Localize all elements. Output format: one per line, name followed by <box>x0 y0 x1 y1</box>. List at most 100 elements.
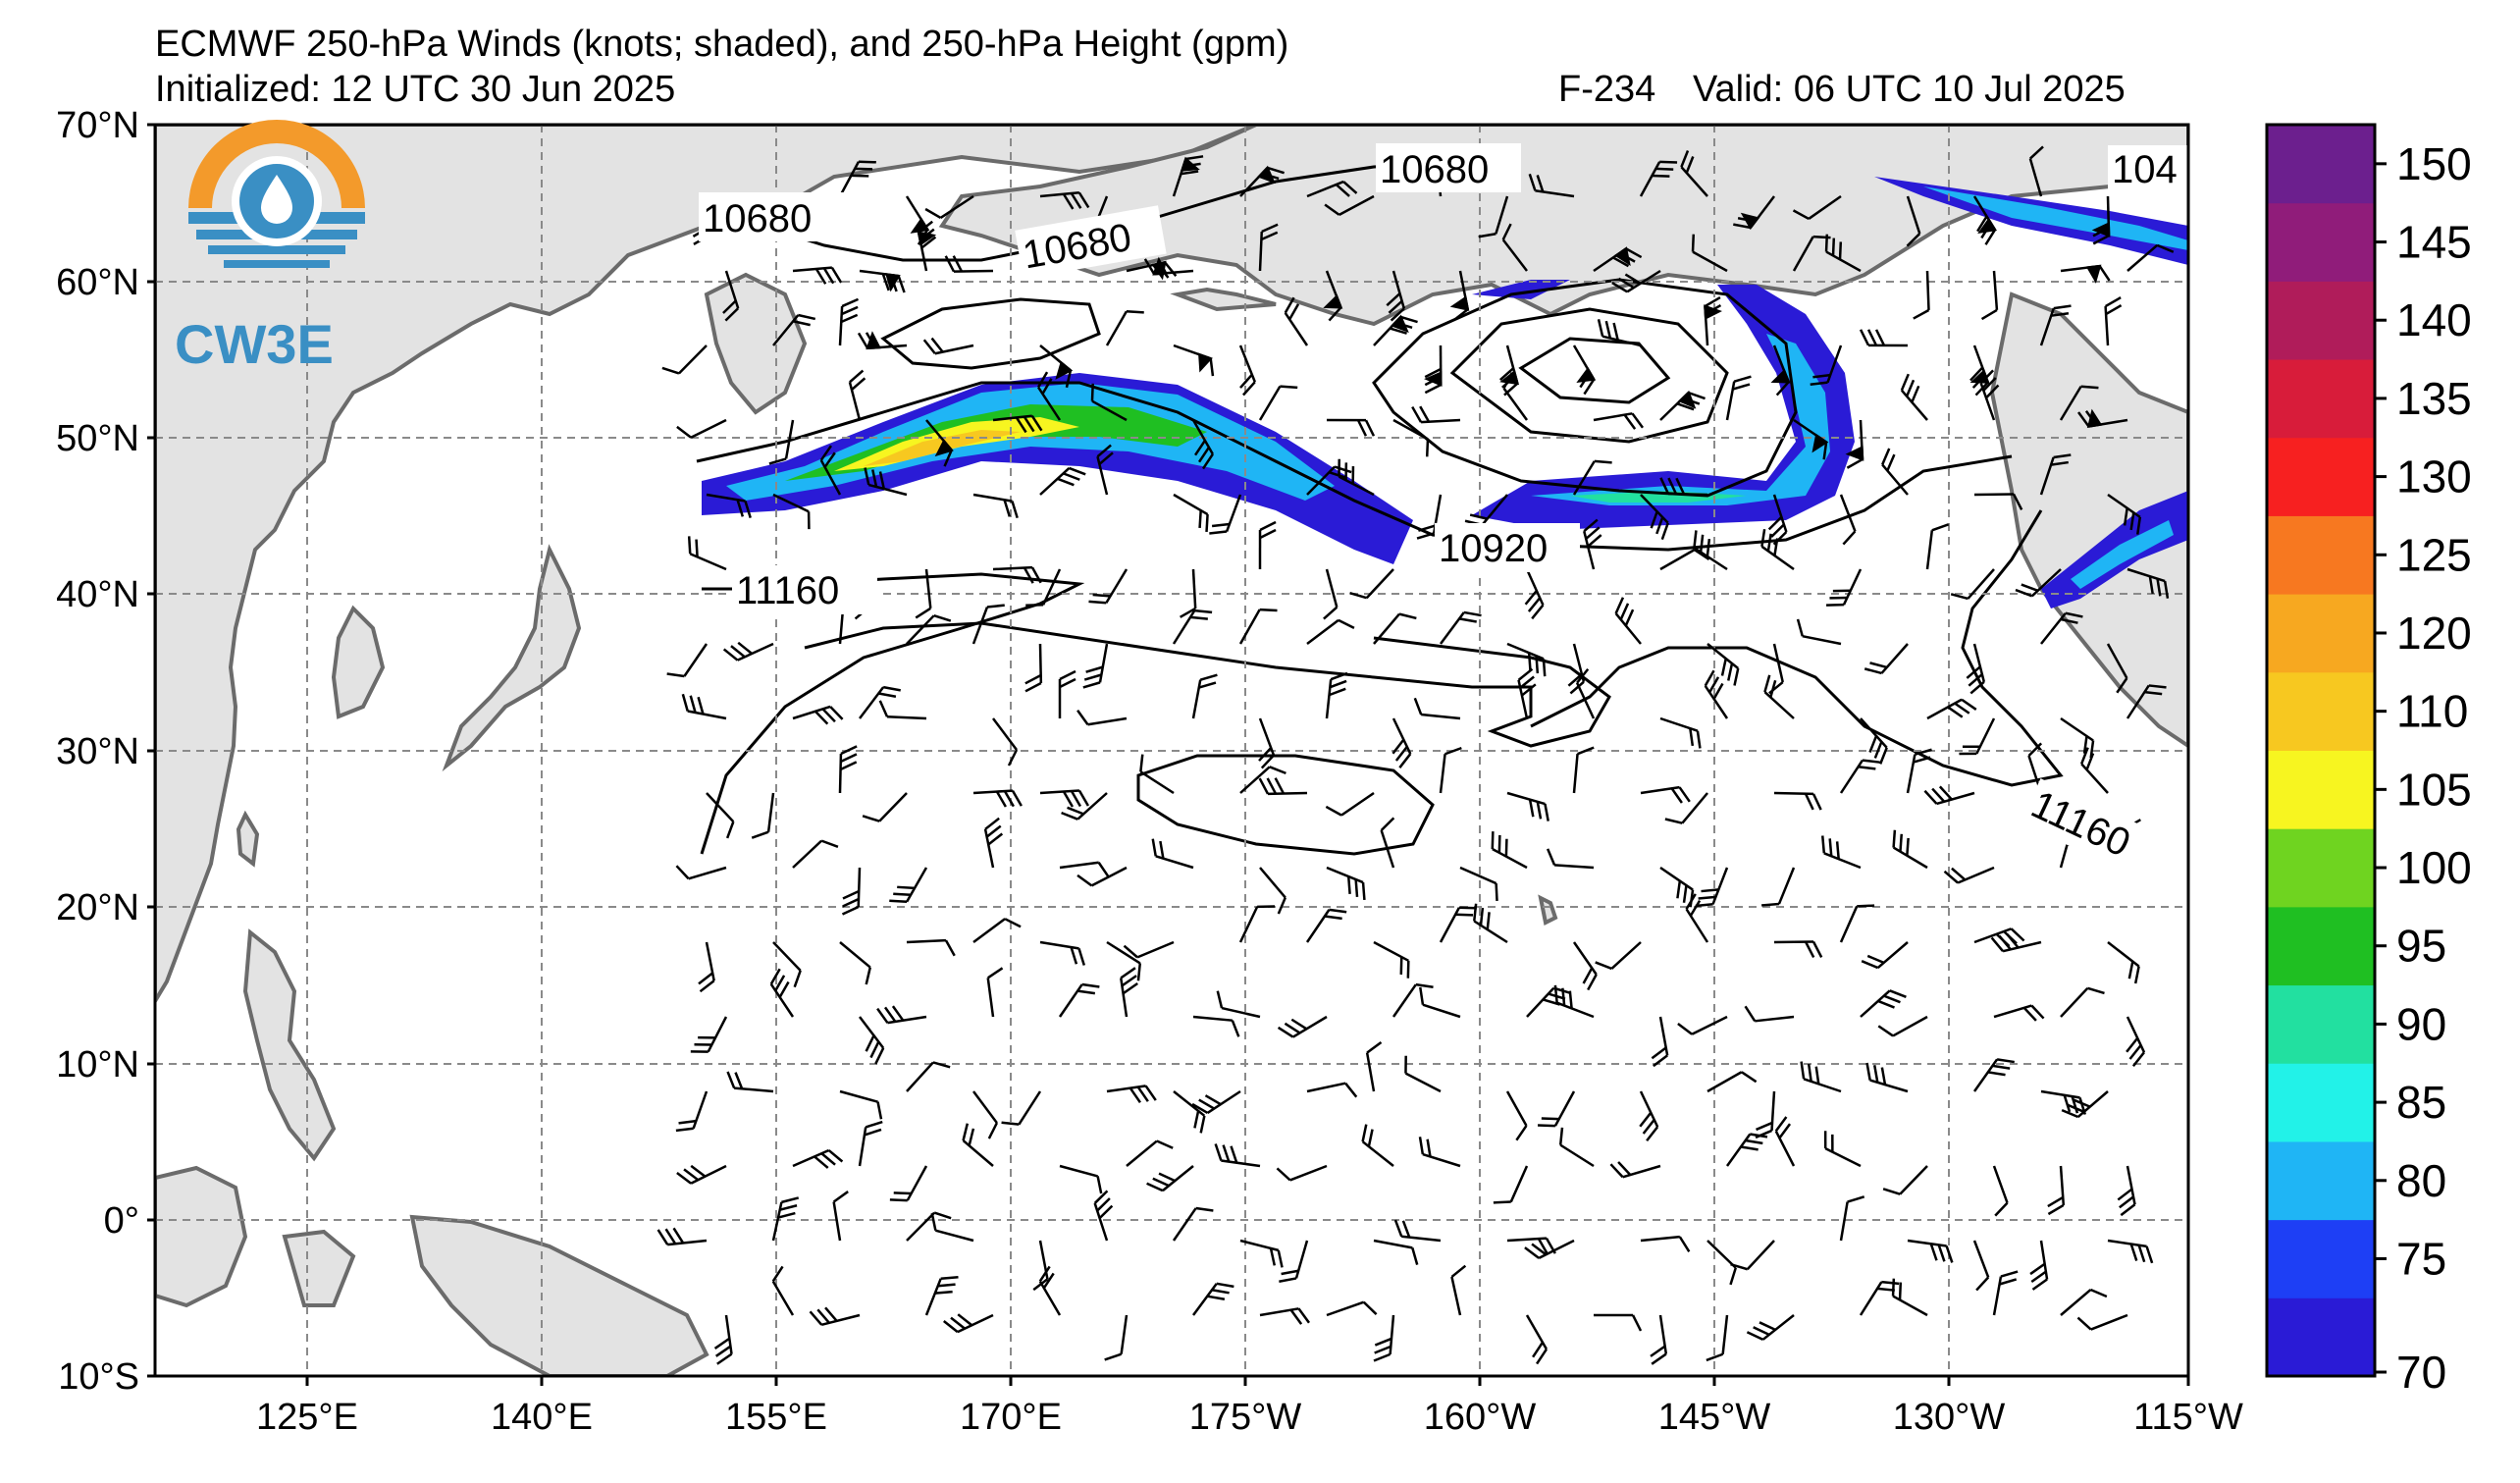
wind-barb <box>1365 1040 1383 1092</box>
wind-barb <box>1677 1015 1728 1035</box>
wind-barb <box>1025 568 1062 607</box>
wind-barb <box>1913 270 1930 320</box>
wind-barb <box>1180 568 1197 618</box>
wind-barb <box>1325 671 1348 719</box>
jet-alaska-north <box>1472 280 1570 299</box>
contour-label: 104 <box>2112 148 2178 191</box>
wind-barb <box>1553 984 1595 1019</box>
wind-barb <box>1845 419 1864 469</box>
wind-barb <box>1979 369 2000 421</box>
logo-text: CW3E <box>175 313 334 375</box>
jet-gulf-80 <box>1531 334 1830 505</box>
wind-barb <box>1680 150 1708 197</box>
wind-barb <box>681 693 727 720</box>
wind-barb <box>1450 1264 1467 1316</box>
colorbar-segment <box>2267 594 2375 673</box>
colorbar-label: 145 <box>2396 217 2472 268</box>
cw3e-logo: CW3E <box>175 120 365 375</box>
wind-barb <box>1143 256 1194 276</box>
wind-barb <box>1546 848 1595 870</box>
wind-barb <box>1373 940 1410 979</box>
wind-barb <box>972 493 1019 519</box>
wind-barb <box>838 297 860 346</box>
wind-barb <box>1419 986 1461 1019</box>
wind-barb <box>857 331 908 350</box>
wind-barb <box>1413 697 1461 720</box>
logo-sun-arc <box>188 120 365 208</box>
lon-label: 125°E <box>256 1397 358 1438</box>
colorbar-segment <box>2267 984 2375 1064</box>
wind-barb <box>839 941 871 985</box>
wind-barb <box>1439 610 1482 645</box>
wind-barb <box>1859 329 1909 347</box>
wind-barb <box>992 414 1043 434</box>
wind-barb <box>1036 371 1062 421</box>
wind-barb <box>1864 643 1909 675</box>
aleutians <box>1170 287 1277 312</box>
wind-barb <box>1614 597 1642 645</box>
wind-barb <box>2117 1165 2136 1217</box>
wind-barb <box>1859 1280 1900 1316</box>
wind-barbs <box>656 145 2175 1365</box>
wind-barb <box>1524 1239 1575 1259</box>
wind-barb <box>1695 867 1729 908</box>
wind-barb <box>1593 1313 1643 1332</box>
contour-10680-inner <box>880 297 1101 370</box>
wind-barb <box>1793 418 1829 460</box>
wind-barb <box>1650 1314 1668 1365</box>
wind-barb <box>1821 835 1862 870</box>
colorbar-segment <box>2267 828 2375 908</box>
wind-barb <box>687 536 727 571</box>
wind-barb <box>2107 1239 2154 1264</box>
wind-barb <box>1439 906 1477 943</box>
wind-barb <box>1146 1165 1194 1192</box>
wind-barb <box>1386 270 1406 322</box>
wind-barb <box>859 1016 885 1065</box>
wind-barb <box>1517 667 1537 719</box>
wind-barb <box>2107 493 2142 535</box>
colorbar-label: 150 <box>2396 138 2472 189</box>
wind-barb <box>1877 1015 1928 1037</box>
wind-barb <box>859 685 901 719</box>
wind-barb <box>848 369 866 421</box>
wind-barb <box>769 968 795 1018</box>
lon-label: 175°W <box>1189 1397 1302 1438</box>
wind-barb <box>1104 1314 1129 1361</box>
wind-barb <box>661 344 708 375</box>
wind-barb <box>1792 194 1842 221</box>
wind-barb <box>1651 1016 1669 1068</box>
wind-barb <box>2060 1288 2108 1316</box>
wind-barb <box>1639 1090 1659 1141</box>
wind-barb <box>2047 1165 2066 1216</box>
lon-label: 160°W <box>1424 1397 1537 1438</box>
wind-barb <box>1349 568 1394 600</box>
wind-barb <box>1640 1235 1691 1252</box>
wind-barb <box>1501 223 1528 272</box>
wind-barb <box>942 1313 994 1334</box>
wind-barb <box>792 705 844 725</box>
wind-barb <box>1439 746 1462 794</box>
wind-barb <box>1039 344 1074 389</box>
wind-barb <box>986 967 1004 1018</box>
wind-barb <box>1992 1165 2009 1217</box>
wind-barb <box>1746 1314 1795 1341</box>
colorbar: 150 145 140 135 130 125 120 110 105 100 95 90 85 80 75… <box>2265 123 2472 1398</box>
wind-barb <box>1773 940 1823 959</box>
wind-barb <box>2028 145 2044 197</box>
wind-barb <box>906 938 956 957</box>
wind-barb <box>1096 444 1114 496</box>
wind-barb <box>971 1090 999 1139</box>
wind-barb <box>1572 459 1612 496</box>
contour-10920-low <box>1372 278 1798 498</box>
wind-barb <box>2091 195 2111 245</box>
wind-barb <box>1491 831 1528 870</box>
wind-barb <box>1685 893 1709 943</box>
wind-barb <box>925 419 954 467</box>
wind-barb <box>2126 1016 2146 1068</box>
contour-labels: 10680 10680 10680 10920 11160 11160 104 <box>699 143 2188 884</box>
wind-barb <box>1640 785 1691 804</box>
wind-barb <box>971 604 1005 645</box>
contour-10920 <box>696 381 2013 552</box>
wind-barb <box>962 1123 994 1167</box>
wind-barb <box>1106 1085 1157 1104</box>
